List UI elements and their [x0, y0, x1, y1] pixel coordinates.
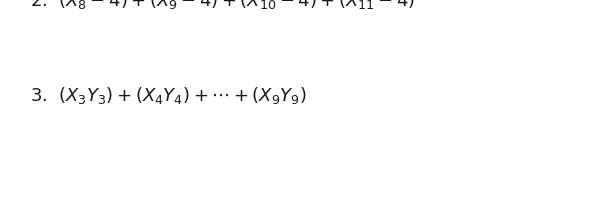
Text: 2.  $(X_8 - 4) + (X_9 - 4) + (X_{10} - 4) + (X_{11} - 4)$: 2. $(X_8 - 4) + (X_9 - 4) + (X_{10} - 4)… [30, 0, 415, 11]
Text: 3.  $(X_3Y_3) + (X_4Y_4) + {\cdots}+ (X_9Y_9)$: 3. $(X_3Y_3) + (X_4Y_4) + {\cdots}+ (X_9… [30, 85, 307, 106]
